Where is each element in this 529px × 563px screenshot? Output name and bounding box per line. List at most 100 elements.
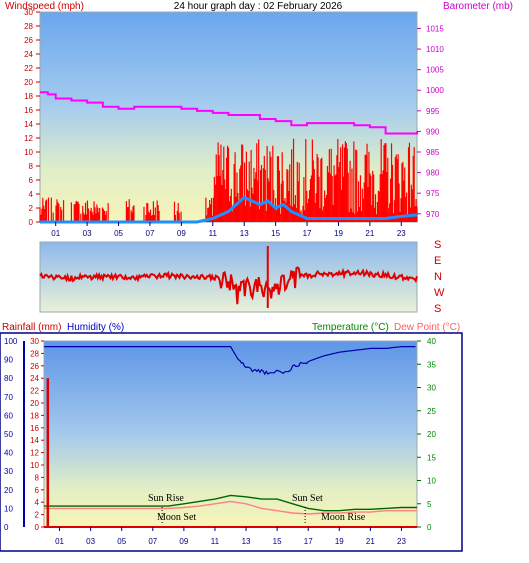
temp-y-tick-label: 35	[427, 360, 436, 369]
wind-x-tick-label: 17	[303, 229, 312, 238]
barometer-y-tick-label: 1015	[426, 24, 444, 33]
direction-label: S	[434, 239, 441, 251]
wind-y-tick-label: 12	[24, 134, 33, 143]
barometer-y-tick-label: 995	[426, 107, 440, 116]
rain-y-tick-label: 20	[30, 399, 39, 408]
wind-x-tick-label: 01	[51, 229, 60, 238]
temp-y-tick-label: 5	[427, 500, 432, 509]
humidity-y-tick-label: 80	[4, 374, 13, 383]
lower-x-tick-label: 03	[86, 537, 95, 546]
barometer-y-tick-label: 990	[426, 127, 440, 136]
barometer-y-tick-label: 980	[426, 169, 440, 178]
humidity-y-tick-label: 50	[4, 430, 13, 439]
wind-y-tick-label: 22	[24, 64, 33, 73]
humidity-y-tick-label: 10	[4, 504, 13, 513]
wind-direction-line	[39, 266, 418, 305]
wind-y-tick-label: 24	[24, 50, 33, 59]
wind-y-tick-label: 14	[24, 120, 33, 129]
rain-y-tick-label: 28	[30, 349, 39, 358]
rain-y-tick-label: 8	[35, 473, 40, 482]
wind-y-tick-label: 18	[24, 92, 33, 101]
wind-x-tick-label: 21	[365, 229, 374, 238]
wind-x-tick-label: 05	[114, 229, 123, 238]
temperature-axis-label: Temperature (°C)	[312, 322, 389, 333]
lower-x-tick-label: 19	[335, 537, 344, 546]
wind-x-tick-label: 13	[240, 229, 249, 238]
wind-y-tick-label: 8	[29, 162, 34, 171]
temp-y-tick-label: 15	[427, 453, 436, 462]
temp-y-tick-label: 30	[427, 384, 436, 393]
barometer-y-tick-label: 970	[426, 210, 440, 219]
rainfall-bar	[46, 378, 50, 527]
humidity-y-tick-label: 30	[4, 467, 13, 476]
sunrise-label: Sun Rise	[148, 493, 184, 504]
rain-y-tick-label: 10	[30, 461, 39, 470]
wind-y-tick-label: 16	[24, 106, 33, 115]
temp-y-tick-label: 10	[427, 477, 436, 486]
lower-frame	[0, 332, 463, 552]
sunset-label: Sun Set	[292, 493, 323, 504]
wind-gust-series	[39, 138, 418, 222]
direction-label: E	[434, 255, 441, 267]
wind-x-tick-label: 23	[397, 229, 406, 238]
humidity-y-tick-label: 60	[4, 411, 13, 420]
lower-x-tick-label: 05	[117, 537, 126, 546]
moonset-label: Moon Set	[157, 512, 196, 523]
lower-x-tick-label: 21	[366, 537, 375, 546]
lower-x-tick-label: 13	[242, 537, 251, 546]
wind-y-tick-label: 28	[24, 22, 33, 31]
rainfall-axis-label: Rainfall (mm)	[2, 322, 61, 333]
direction-label: W	[434, 287, 445, 299]
wind-y-tick-label: 26	[24, 36, 33, 45]
wind-y-tick-label: 4	[29, 190, 34, 199]
rain-y-tick-label: 24	[30, 374, 39, 383]
temp-y-tick-label: 25	[427, 407, 436, 416]
humidity-y-tick-label: 100	[4, 337, 18, 346]
humidity-y-tick-label: 70	[4, 393, 13, 402]
barometer-y-tick-label: 1005	[426, 66, 444, 75]
rain-y-tick-label: 4	[35, 498, 40, 507]
temperature-line	[44, 494, 417, 512]
rain-y-tick-label: 2	[35, 511, 40, 520]
humidity-y-tick-label: 90	[4, 356, 13, 365]
rain-y-tick-label: 14	[30, 436, 39, 445]
temp-y-tick-label: 40	[427, 337, 436, 346]
rain-y-tick-label: 18	[30, 411, 39, 420]
wind-x-tick-label: 07	[146, 229, 155, 238]
lower-x-tick-label: 01	[55, 537, 64, 546]
barometer-axis-label: Barometer (mb)	[443, 1, 513, 12]
wind-y-tick-label: 20	[24, 78, 33, 87]
dewpoint-axis-label: Dew Point (°C)	[394, 322, 460, 333]
direction-label: N	[434, 271, 442, 283]
wind-y-tick-label: 6	[29, 176, 34, 185]
barometer-y-tick-label: 1000	[426, 86, 444, 95]
lower-x-tick-label: 07	[148, 537, 157, 546]
rain-y-tick-label: 26	[30, 362, 39, 371]
rain-y-tick-label: 30	[30, 337, 39, 346]
rain-y-tick-label: 22	[30, 387, 39, 396]
rain-y-tick-label: 16	[30, 424, 39, 433]
wind-y-tick-label: 0	[29, 218, 34, 227]
barometer-y-tick-label: 1010	[426, 45, 444, 54]
lower-x-tick-label: 15	[273, 537, 282, 546]
lower-x-tick-label: 17	[304, 537, 313, 546]
lower-x-tick-label: 11	[211, 537, 220, 546]
dewpoint-line	[44, 500, 417, 515]
humidity-y-tick-label: 40	[4, 449, 13, 458]
wind-x-tick-label: 03	[83, 229, 92, 238]
temp-y-tick-label: 0	[427, 523, 432, 532]
temp-y-tick-label: 20	[427, 430, 436, 439]
humidity-y-tick-label: 0	[4, 523, 9, 532]
wind-average-line	[40, 195, 418, 224]
moonrise-label: Moon Rise	[321, 512, 366, 523]
barometer-line	[40, 91, 418, 135]
wind-y-tick-label: 2	[29, 204, 34, 213]
wind-x-tick-label: 19	[334, 229, 343, 238]
rain-y-tick-label: 0	[35, 523, 40, 532]
graph-title: 24 hour graph day : 02 February 2026	[174, 1, 343, 12]
rain-y-tick-label: 6	[35, 486, 40, 495]
rain-y-tick-label: 12	[30, 449, 39, 458]
barometer-y-tick-label: 985	[426, 148, 440, 157]
